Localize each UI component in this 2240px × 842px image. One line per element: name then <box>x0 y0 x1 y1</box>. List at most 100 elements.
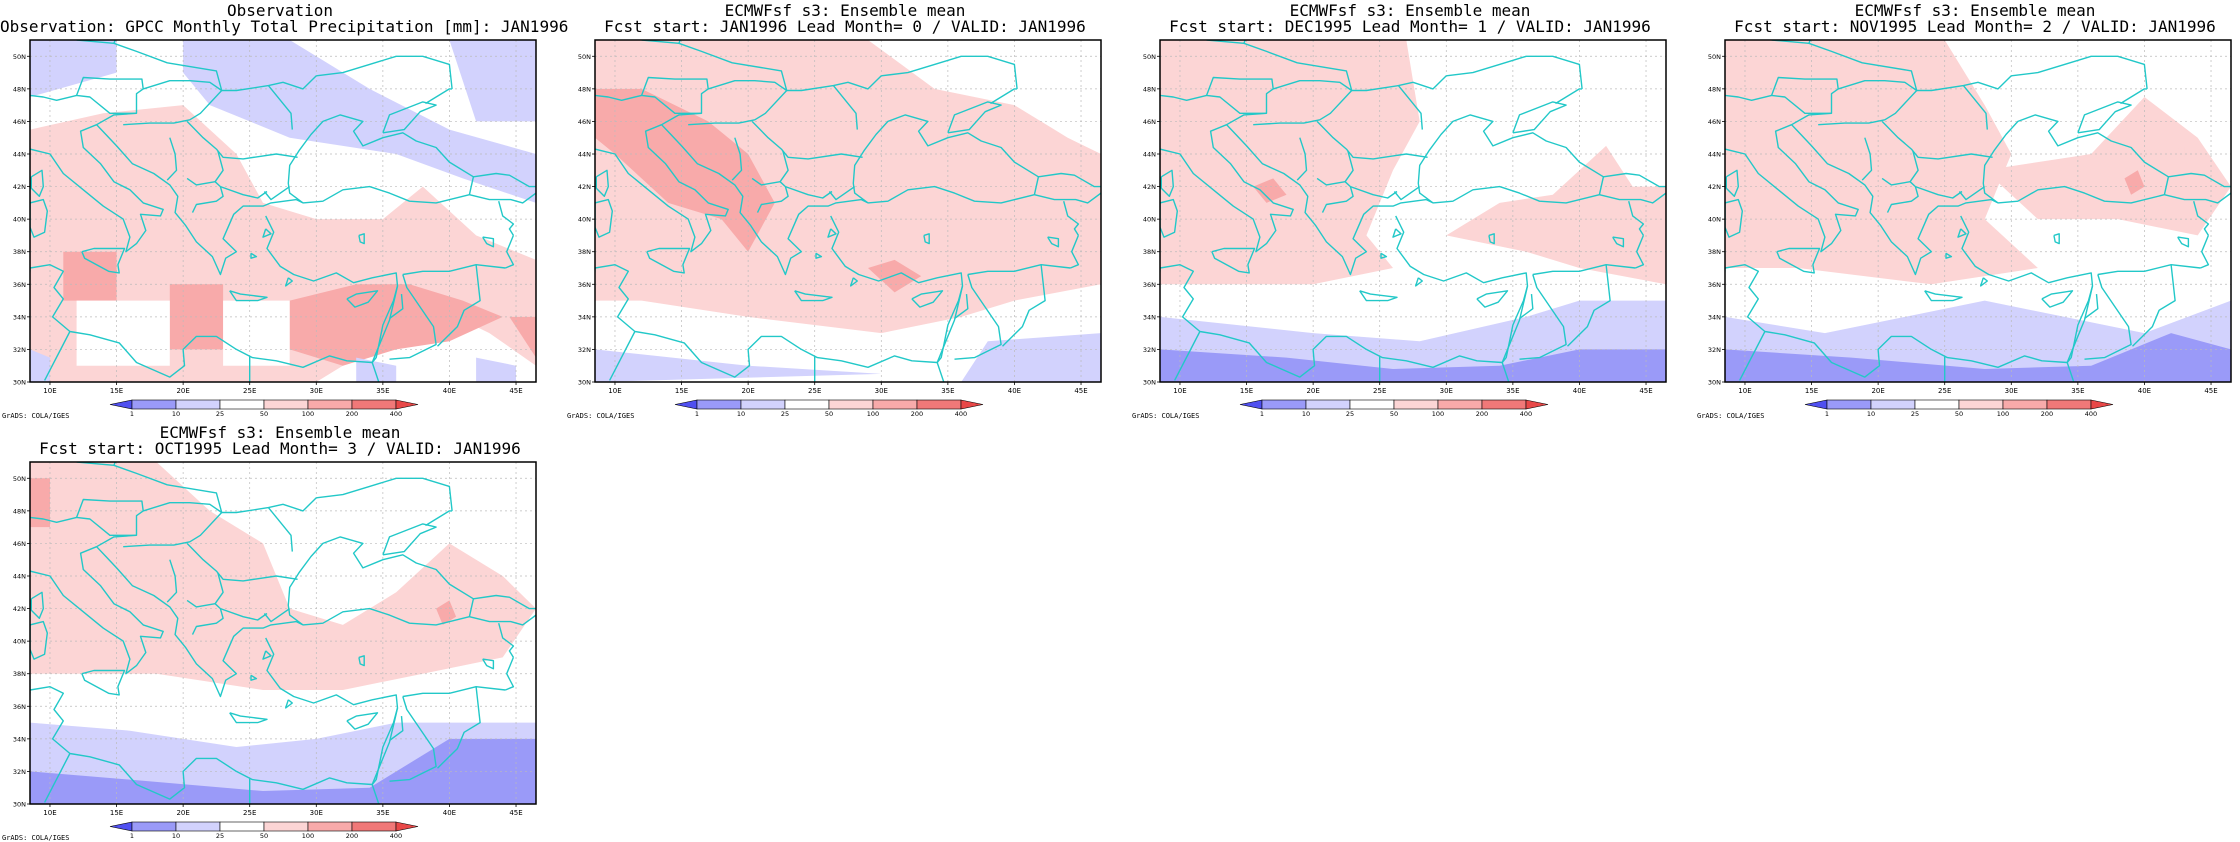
coastline <box>265 215 399 363</box>
coastline <box>785 185 833 199</box>
lon-label: 30E <box>2005 387 2018 395</box>
lat-label: 42N <box>578 183 591 191</box>
lat-label: 44N <box>13 573 26 581</box>
lat-label: 30N <box>1708 379 1721 387</box>
precip-shading <box>183 40 536 203</box>
coastline <box>751 177 789 213</box>
coastline <box>389 274 437 360</box>
coastline <box>1881 120 1993 160</box>
colorbar: 1 10 25 50 100 200 400 <box>1239 399 1549 418</box>
lat-label: 38N <box>578 248 591 256</box>
colorbar-segment <box>131 399 177 410</box>
coastline <box>1818 90 1918 126</box>
coastline <box>967 264 1071 276</box>
coastline <box>911 290 944 308</box>
lat-label: 50N <box>578 53 591 61</box>
coastline <box>1519 294 1534 320</box>
coastline <box>1501 362 1510 382</box>
colorbar-label: 100 <box>867 410 879 418</box>
lon-label: 25E <box>1373 387 1386 395</box>
lat-label: 38N <box>13 248 26 256</box>
colorbar-segment <box>1305 399 1351 410</box>
lat-label: 40N <box>1143 216 1156 224</box>
colorbar-segment <box>263 821 309 832</box>
lat-label: 50N <box>1143 53 1156 61</box>
colorbar-segment <box>263 399 309 410</box>
coastline <box>2200 235 2210 269</box>
panel-title: ECMWFsf s3: Ensemble mean <box>159 423 401 442</box>
lat-label: 40N <box>13 216 26 224</box>
panel-subtitle: Fcst start: OCT1995 Lead Month= 3 / VALI… <box>39 439 521 458</box>
lon-label: 45E <box>1074 387 1087 395</box>
coastline <box>113 464 223 513</box>
panel-subtitle: Fcst start: DEC1995 Lead Month= 1 / VALI… <box>1169 17 1651 36</box>
coastline <box>947 101 1002 134</box>
colorbar-label: 100 <box>1432 410 1444 418</box>
precip-shading <box>356 357 397 382</box>
lon-label: 30E <box>875 387 888 395</box>
coastline <box>1501 285 1529 363</box>
lon-label: 45E <box>2204 387 2217 395</box>
coastline <box>1002 264 1046 347</box>
coastline <box>316 55 453 89</box>
colorbar-label: 10 <box>172 832 180 840</box>
coastline <box>186 599 224 635</box>
map-layer <box>30 40 536 382</box>
coastline <box>646 247 691 274</box>
coastline <box>30 124 164 253</box>
grads-credit: GrADS: COLA/IGES <box>2 412 70 420</box>
panel-subtitle: Observation: GPCC Monthly Total Precipit… <box>0 17 569 36</box>
coastline <box>382 523 437 556</box>
coastline <box>936 285 964 363</box>
precip-shading <box>30 478 50 528</box>
coastline <box>661 124 869 276</box>
coastline <box>535 561 536 563</box>
coastline <box>346 712 379 730</box>
coastline <box>425 88 453 105</box>
lat-label: 44N <box>13 151 26 159</box>
coastline <box>2120 88 2148 105</box>
lon-label: 45E <box>509 387 522 395</box>
coastline <box>2164 192 2231 204</box>
lat-label: 34N <box>13 313 26 321</box>
coastline <box>285 277 293 287</box>
colorbar-segment <box>219 821 265 832</box>
colorbar-segment <box>175 821 221 832</box>
lon-label: 30E <box>310 809 323 817</box>
coastline <box>316 477 453 511</box>
lon-label: 25E <box>243 809 256 817</box>
coastline <box>751 120 863 160</box>
map-axes: 10E 15E 20E 25E 30E 35E 40E 45E 30N 32N 34N 36N 38N 4… <box>578 53 1088 395</box>
coastline <box>1476 290 1509 308</box>
coastline <box>1211 247 1256 274</box>
lon-label: 40E <box>443 387 456 395</box>
precip-shading <box>30 349 50 382</box>
coastline <box>2066 285 2094 363</box>
coastline <box>1776 247 1821 274</box>
lon-label: 10E <box>43 387 56 395</box>
coastline <box>389 294 404 320</box>
precip-shading <box>63 251 117 301</box>
coastline <box>1960 215 2094 363</box>
precip-shading <box>289 284 503 366</box>
coastline <box>595 264 938 378</box>
lon-label: 15E <box>1240 387 1253 395</box>
lat-label: 46N <box>1143 118 1156 126</box>
lon-label: 25E <box>243 387 256 395</box>
coastline <box>1205 76 1274 96</box>
coastline <box>75 498 144 518</box>
lat-label: 48N <box>578 85 591 93</box>
colorbar-segment <box>307 399 353 410</box>
colorbar-segment <box>872 399 918 410</box>
coastline <box>505 657 515 691</box>
coastline <box>1519 274 1567 360</box>
lon-label: 10E <box>1738 387 1751 395</box>
coastline <box>75 76 144 96</box>
coastline <box>123 90 223 126</box>
lon-label: 20E <box>1306 387 1319 395</box>
colorbar-segment <box>784 399 830 410</box>
coastline <box>123 512 223 548</box>
coastline <box>250 252 258 259</box>
lon-label: 25E <box>808 387 821 395</box>
